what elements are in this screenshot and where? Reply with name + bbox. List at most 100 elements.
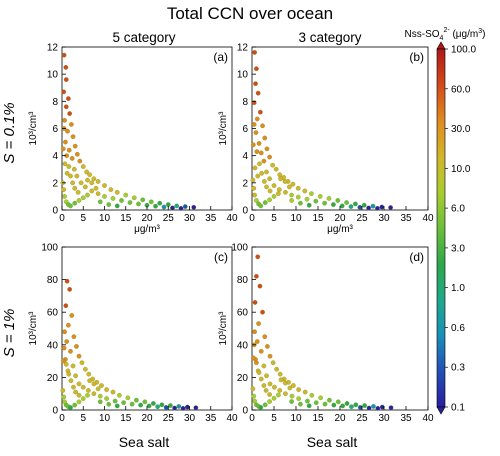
scatter-point xyxy=(298,401,303,407)
y-tick-label: 40 xyxy=(47,340,59,351)
scatter-point xyxy=(290,181,296,187)
scatter-point xyxy=(375,406,381,411)
scatter-point xyxy=(283,380,288,386)
scatter-point xyxy=(306,403,312,409)
scatter-point xyxy=(67,111,73,116)
scatter-point xyxy=(267,392,272,397)
scatter-point xyxy=(61,187,67,192)
y-tick-label: 8 xyxy=(242,97,248,108)
y-tick-label: 0 xyxy=(242,206,248,217)
scatter-point xyxy=(71,334,77,339)
y-tick-label: 20 xyxy=(237,373,249,384)
scatter-point xyxy=(106,401,112,407)
scatter-point xyxy=(265,344,270,349)
scatter-point xyxy=(63,104,69,110)
scatter-point xyxy=(80,384,86,390)
scatter-point xyxy=(255,90,261,96)
scatter-point xyxy=(260,123,265,129)
scatter-point xyxy=(388,405,394,411)
scatter-point xyxy=(63,303,69,309)
scatter-point xyxy=(305,398,310,404)
scatter-point xyxy=(114,403,120,409)
scatter-point xyxy=(349,404,354,410)
scatter-point xyxy=(331,402,337,408)
scatter-point xyxy=(267,399,272,404)
scatter-point xyxy=(72,200,78,206)
scatter-point xyxy=(99,383,104,388)
y-axis-label: 10³/cm³ xyxy=(28,111,39,146)
scatter-point xyxy=(66,147,72,153)
scatter-point xyxy=(251,393,257,399)
scatter-point xyxy=(295,185,301,191)
scatter-point xyxy=(161,204,167,210)
scatter-point xyxy=(302,389,308,395)
scatter-point xyxy=(258,150,264,156)
scatter-point xyxy=(85,392,90,398)
colorbar-bar xyxy=(436,48,446,408)
scatter-point xyxy=(250,142,256,148)
scatter-point xyxy=(379,404,385,410)
scatter-point xyxy=(76,353,82,359)
y-tick-label: 12 xyxy=(237,43,249,54)
scatter-point xyxy=(289,198,294,203)
scatter-point xyxy=(254,149,260,154)
scatter-point xyxy=(331,202,336,207)
scatter-point xyxy=(291,383,296,388)
scatter-point xyxy=(252,192,257,198)
x-tick-label: 30 xyxy=(378,213,390,224)
scatter-point xyxy=(257,161,262,167)
scatter-point xyxy=(80,396,86,401)
scatter-point xyxy=(251,185,257,191)
scatter-point xyxy=(95,386,101,392)
scatter-point xyxy=(272,384,277,390)
scatter-point xyxy=(87,172,92,178)
y-tick-label: 12 xyxy=(47,43,59,54)
x-tick-label: 25 xyxy=(356,213,368,224)
scatter-point xyxy=(174,203,180,209)
colorbar-label: Nss-SO42- (μg/m3) xyxy=(405,27,486,42)
scatter-point xyxy=(262,402,268,408)
scatter-point xyxy=(61,52,67,58)
y-tick-label: 2 xyxy=(52,178,58,189)
scatter-point xyxy=(69,313,75,318)
column-title-right: 3 category xyxy=(298,30,361,45)
scatter-point xyxy=(277,371,283,377)
scatter-point xyxy=(64,170,70,176)
scatter-point xyxy=(78,180,84,186)
x-tick-label: 20 xyxy=(141,213,153,224)
scatter-point xyxy=(68,405,73,410)
scatter-point xyxy=(262,334,268,339)
scatter-point xyxy=(66,164,72,169)
bottom-label-left: Sea salt xyxy=(119,434,170,450)
scatter-point xyxy=(68,203,73,209)
scatter-point xyxy=(127,200,133,205)
scatter-point xyxy=(193,405,199,411)
scatter-point xyxy=(95,179,101,184)
scatter-point xyxy=(262,135,268,141)
scatter-point xyxy=(361,202,367,208)
scatter-point xyxy=(257,283,263,289)
scatter-point xyxy=(267,154,272,160)
scatter-point xyxy=(185,404,190,410)
scatter-point xyxy=(271,194,277,199)
scatter-point xyxy=(76,392,82,398)
x-tick-label: 20 xyxy=(141,413,153,424)
scatter-point xyxy=(69,156,75,161)
scatter-point xyxy=(276,392,281,398)
scatter-point xyxy=(261,179,267,184)
scatter-point xyxy=(278,176,283,182)
scatter-point xyxy=(72,185,78,191)
scatter-point xyxy=(278,377,284,383)
plot-area xyxy=(251,246,429,411)
scatter-point xyxy=(86,371,92,377)
y-tick-label: 40 xyxy=(237,340,249,351)
scatter-point xyxy=(178,206,184,211)
colorbar-tick-label: 30.0 xyxy=(451,124,471,135)
scatter-point xyxy=(261,363,267,369)
scatter-point xyxy=(276,191,281,197)
y-tick-label: 0 xyxy=(52,206,58,217)
x-tick-label: 30 xyxy=(184,213,196,224)
scatter-point xyxy=(138,402,143,408)
scatter-point xyxy=(63,139,68,145)
